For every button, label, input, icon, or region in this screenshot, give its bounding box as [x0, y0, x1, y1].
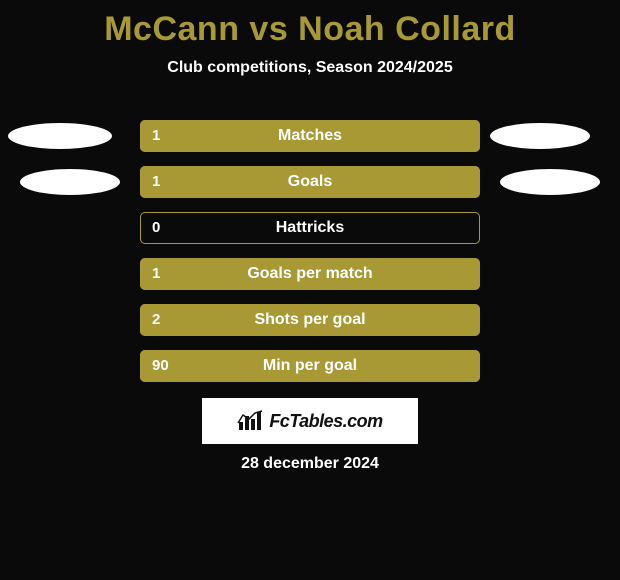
stat-bar: 1Matches — [140, 120, 480, 152]
bar-outline — [140, 212, 480, 244]
bar-label: Hattricks — [140, 212, 480, 244]
subtitle: Club competitions, Season 2024/2025 — [0, 59, 620, 77]
stat-row: 1Goals per match — [0, 258, 620, 290]
page-title: McCann vs Noah Collard — [0, 0, 620, 49]
stat-bar: 0Hattricks — [140, 212, 480, 244]
stat-bar: 2Shots per goal — [140, 304, 480, 336]
bar-value: 1 — [152, 258, 160, 290]
right-ellipse — [500, 169, 600, 195]
stat-bar: 90Min per goal — [140, 350, 480, 382]
chart-icon — [237, 410, 263, 432]
left-ellipse — [20, 169, 120, 195]
date-text: 28 december 2024 — [0, 455, 620, 473]
bar-value: 2 — [152, 304, 160, 336]
bar-value: 0 — [152, 212, 160, 244]
bar-value: 1 — [152, 120, 160, 152]
title-text: McCann vs Noah Collard — [104, 10, 516, 48]
stat-row: 1Matches — [0, 120, 620, 152]
bar-fill — [140, 258, 480, 290]
stat-row: 0Hattricks — [0, 212, 620, 244]
bar-fill — [140, 166, 480, 198]
stat-bar: 1Goals — [140, 166, 480, 198]
bar-value: 90 — [152, 350, 169, 382]
bar-fill — [140, 120, 480, 152]
bar-value: 1 — [152, 166, 160, 198]
stat-bar: 1Goals per match — [140, 258, 480, 290]
stat-row: 90Min per goal — [0, 350, 620, 382]
left-ellipse — [8, 123, 112, 149]
logo-text: FcTables.com — [269, 411, 382, 432]
bar-fill — [140, 304, 480, 336]
logo-box: FcTables.com — [202, 398, 418, 444]
stat-row: 2Shots per goal — [0, 304, 620, 336]
stats-rows: 1Matches 1Goals 0Hattricks 1Goals per match… — [0, 120, 620, 396]
stat-row: 1Goals — [0, 166, 620, 198]
right-ellipse — [490, 123, 590, 149]
bar-fill — [140, 350, 480, 382]
